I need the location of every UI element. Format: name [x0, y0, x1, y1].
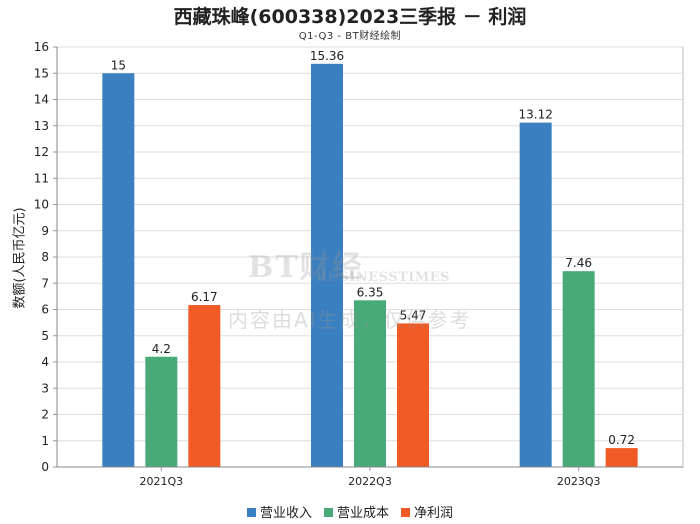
- y-tick-label: 16: [34, 40, 49, 54]
- y-tick-label: 9: [41, 224, 49, 238]
- bar-1-2: [562, 271, 595, 467]
- legend-item: 营业收入: [246, 502, 312, 521]
- bar-1-1: [354, 300, 386, 467]
- y-tick-label: 0: [41, 460, 49, 474]
- bar-1-0: [145, 356, 178, 467]
- x-tick-label: 2022Q3: [348, 475, 392, 488]
- data-label: 7.46: [565, 256, 592, 270]
- y-tick-label: 14: [34, 93, 49, 107]
- y-tick-label: 4: [41, 355, 49, 369]
- chart-subtitle: Q1-Q3 - BT财经绘制: [298, 31, 402, 42]
- y-tick-label: 1: [41, 434, 49, 448]
- data-label: 4.2: [152, 342, 171, 356]
- legend-item: 净利润: [401, 502, 453, 521]
- legend-swatch: [323, 508, 333, 517]
- legend-item: 营业成本: [323, 502, 389, 521]
- y-tick-label: 11: [34, 171, 49, 185]
- y-tick-label: 5: [41, 329, 49, 343]
- data-label: 15.36: [310, 49, 344, 63]
- y-tick-label: 3: [41, 381, 49, 395]
- y-tick-label: 10: [34, 198, 49, 212]
- legend-label: 营业收入: [259, 506, 312, 521]
- bar-0-1: [311, 63, 343, 468]
- data-label: 6.17: [191, 290, 218, 304]
- bars: 15 4.2 6.17 15.36 6.35 5.47 13.12 7.46 0.72: [102, 49, 638, 468]
- y-tick-label: 2: [41, 408, 49, 422]
- y-tick-label: 15: [34, 66, 49, 80]
- y-tick-label: 7: [41, 276, 49, 290]
- data-label: 15: [111, 58, 126, 72]
- bar-2-0: [188, 305, 221, 467]
- data-label: 13.12: [518, 108, 552, 122]
- bar-0-0: [102, 73, 135, 467]
- legend-swatch: [246, 508, 256, 517]
- x-tick-label: 2021Q3: [140, 475, 184, 488]
- x-tick-label: 2023Q3: [557, 475, 601, 488]
- bar-2-2: [605, 448, 638, 467]
- legend-swatch: [401, 508, 410, 517]
- data-label: 6.35: [357, 285, 384, 299]
- bar-2-1: [397, 323, 429, 467]
- chart-title: 西藏珠峰(600338)2023三季报 － 利润: [173, 6, 527, 28]
- y-tick-label: 12: [34, 145, 49, 159]
- data-label: 5.47: [400, 308, 427, 322]
- bar-0-2: [519, 122, 552, 467]
- legend-label: 营业成本: [336, 506, 389, 521]
- y-tick-label: 8: [41, 250, 49, 264]
- data-label: 0.72: [608, 433, 635, 447]
- y-tick-label: 6: [41, 303, 49, 317]
- y-tick-label: 13: [34, 119, 49, 133]
- legend: 营业收入 营业成本 净利润: [0, 502, 700, 521]
- legend-label: 净利润: [414, 506, 454, 521]
